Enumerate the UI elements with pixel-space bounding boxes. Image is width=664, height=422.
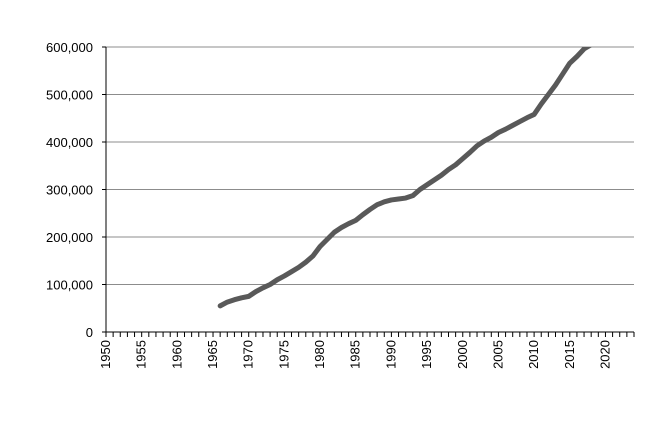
y-tick-label: 500,000 (46, 88, 93, 103)
y-tick-label: 0 (86, 325, 93, 340)
grid-lines (106, 46, 634, 285)
x-tick-label: 2015 (562, 340, 577, 369)
y-tick-label: 200,000 (46, 230, 93, 245)
x-tick-label: 1995 (419, 340, 434, 369)
x-tick-label: 1965 (205, 340, 220, 369)
series-layer (217, 47, 593, 309)
y-tick-label: 100,000 (46, 278, 93, 293)
series-line (217, 47, 593, 309)
x-tick-label: 2000 (455, 340, 470, 369)
y-tick-label: 300,000 (46, 183, 93, 198)
x-tick-label: 1955 (134, 340, 149, 369)
x-tick-label: 2020 (597, 340, 612, 369)
x-tick-label: 1960 (169, 340, 184, 369)
x-axis: 1950 1955 1960 1965 1970 1975 1980 1985 1990 1995… (98, 331, 635, 369)
x-tick-label: 1950 (98, 340, 113, 369)
x-tick-label: 1990 (383, 340, 398, 369)
x-tick-label: 1985 (348, 340, 363, 369)
y-axis: 0 100,000 200,000 300,000 400,000 500,000 600,… (46, 40, 107, 340)
y-tick-label: 600,000 (46, 40, 93, 55)
x-tick-label: 2005 (490, 340, 505, 369)
x-tick-label: 2010 (526, 340, 541, 369)
x-tick-label: 1975 (276, 340, 291, 369)
y-tick-label: 400,000 (46, 135, 93, 150)
x-tick-label: 1980 (312, 340, 327, 369)
x-tick-label: 1970 (241, 340, 256, 369)
